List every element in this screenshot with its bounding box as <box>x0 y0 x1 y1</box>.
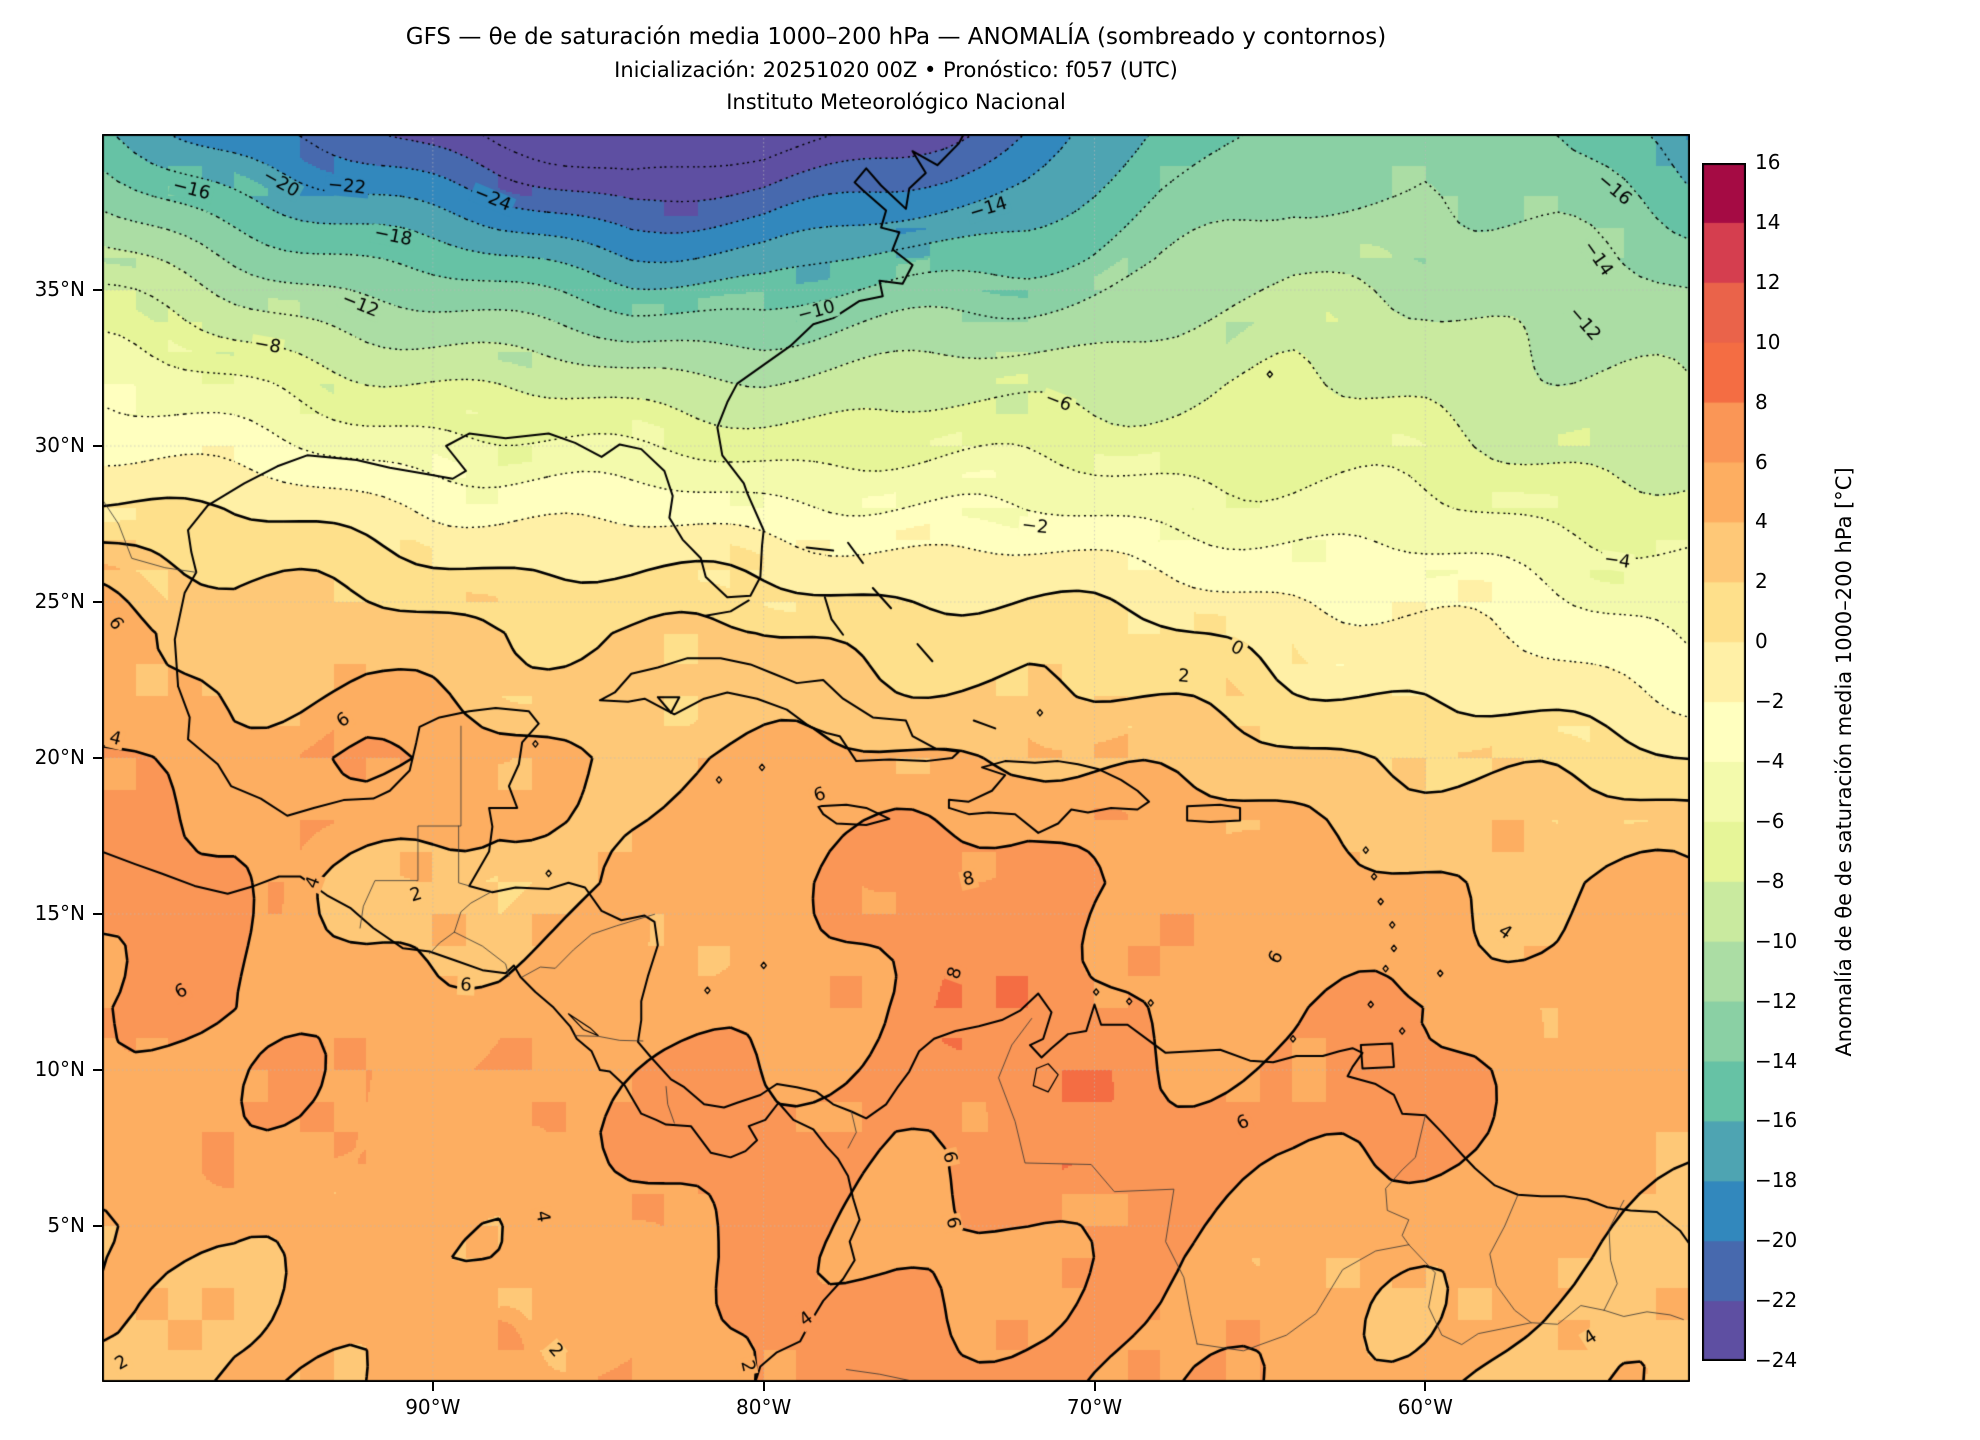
colorbar-tick-label: −18 <box>1755 1168 1798 1193</box>
y-tick-mark <box>93 1069 102 1071</box>
y-tick-mark <box>93 757 102 759</box>
colorbar-tick-label: −20 <box>1755 1228 1798 1253</box>
y-tick-mark <box>93 913 102 915</box>
colorbar-tick-label: −10 <box>1755 928 1798 953</box>
colorbar-tick-label: 16 <box>1755 150 1781 174</box>
y-tick-label: 35°N <box>34 277 85 301</box>
colorbar-tick-label: −6 <box>1755 808 1785 833</box>
colorbar-tick-label: 12 <box>1755 269 1781 294</box>
colorbar-axis-label: Anomalía de θe de saturación media 1000–… <box>1832 467 1856 1057</box>
x-tick-mark <box>431 1382 434 1391</box>
y-tick-mark <box>93 445 102 447</box>
colorbar-tick-label: 10 <box>1755 329 1781 354</box>
y-tick-label: 25°N <box>34 589 85 613</box>
x-tick-mark <box>1093 1382 1096 1391</box>
map-canvas <box>102 134 1690 1382</box>
y-tick-label: 30°N <box>34 433 85 457</box>
y-tick-label: 20°N <box>34 745 85 769</box>
colorbar-tick-label: −2 <box>1755 689 1785 714</box>
colorbar-tick-label: 14 <box>1755 209 1781 234</box>
chart-institution: Instituto Meteorológico Nacional <box>726 90 1066 114</box>
colorbar-tick-label: −4 <box>1755 749 1785 773</box>
colorbar-tick-label: −12 <box>1755 988 1798 1013</box>
colorbar-tick-label: −8 <box>1755 868 1785 893</box>
colorbar-tick-label: −22 <box>1755 1288 1798 1313</box>
y-tick-mark <box>93 289 102 291</box>
x-tick-mark <box>762 1382 765 1391</box>
colorbar-tick-label: −14 <box>1755 1048 1798 1073</box>
colorbar-tick-label: −24 <box>1755 1348 1798 1372</box>
colorbar-tick-label: 0 <box>1755 629 1768 654</box>
y-tick-label: 10°N <box>34 1057 85 1081</box>
x-tick-label: 60°W <box>1397 1395 1453 1419</box>
x-tick-label: 80°W <box>736 1395 792 1419</box>
x-tick-label: 70°W <box>1066 1395 1123 1419</box>
chart-title: GFS — θe de saturación media 1000–200 hP… <box>405 24 1387 50</box>
x-tick-label: 90°W <box>405 1395 461 1419</box>
y-tick-mark <box>93 601 102 603</box>
y-tick-label: 5°N <box>47 1213 85 1237</box>
colorbar-tick-label: 8 <box>1755 389 1768 414</box>
colorbar-tick-label: −16 <box>1755 1108 1798 1133</box>
colorbar-tick-label: 4 <box>1755 509 1768 534</box>
y-tick-label: 15°N <box>34 901 85 925</box>
y-tick-mark <box>93 1225 102 1227</box>
colorbar-tick-label: 6 <box>1755 449 1768 474</box>
x-tick-mark <box>1424 1382 1427 1391</box>
colorbar-canvas <box>1702 163 1746 1361</box>
chart-subtitle: Inicialización: 20251020 00Z • Pronóstic… <box>614 58 1178 82</box>
colorbar-tick-label: 2 <box>1755 569 1768 594</box>
